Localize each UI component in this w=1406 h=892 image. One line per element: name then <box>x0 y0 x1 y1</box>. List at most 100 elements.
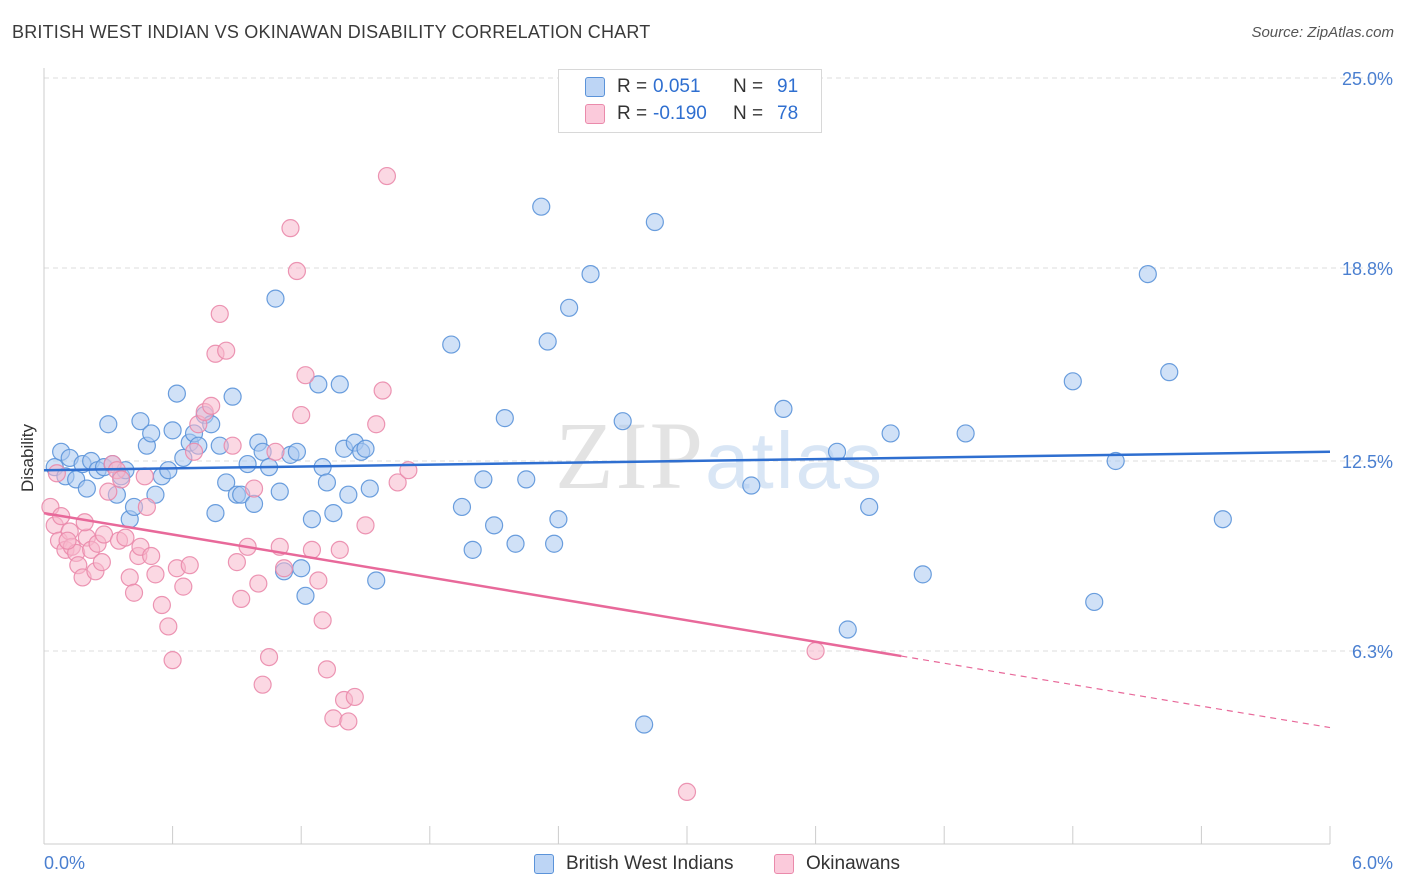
data-point-blue <box>1138 264 1157 284</box>
trend-line-pink <box>43 511 902 658</box>
data-point-pink <box>309 571 328 590</box>
data-point-blue <box>560 298 579 317</box>
data-point-blue <box>913 565 932 584</box>
data-point-pink <box>677 782 697 802</box>
trend-line-extension-pink <box>901 655 1331 729</box>
data-point-blue <box>1085 592 1104 612</box>
data-point-blue <box>827 442 847 461</box>
data-point-pink <box>112 470 131 489</box>
legend-r-value: -0.190 <box>653 103 707 124</box>
data-point-blue <box>238 454 257 474</box>
data-point-blue <box>452 497 472 517</box>
legend-n-label: N = <box>733 76 764 97</box>
data-point-blue <box>217 473 236 492</box>
data-point-blue <box>774 399 793 419</box>
data-point-pink <box>210 304 229 324</box>
bottom-legend-swatch-blue <box>534 854 554 874</box>
data-point-pink <box>806 641 825 661</box>
data-point-pink <box>217 341 236 360</box>
data-point-blue <box>545 534 564 553</box>
data-point-blue <box>292 559 311 578</box>
bottom-legend-label: British West Indians <box>566 853 734 874</box>
legend-n-label: N = <box>733 103 764 124</box>
y-tick-label: 25.0% <box>1342 69 1393 89</box>
legend-n-value: 91 <box>777 76 799 97</box>
y-tick-label: 6.3% <box>1352 642 1393 662</box>
data-point-blue <box>517 470 536 489</box>
x-tick-label: 0.0% <box>44 853 85 873</box>
data-point-blue <box>244 494 264 513</box>
data-point-blue <box>142 424 161 443</box>
legend-r-label: R = <box>617 103 648 124</box>
data-point-blue <box>442 335 461 354</box>
data-point-blue <box>645 212 664 232</box>
data-point-blue <box>838 620 857 639</box>
data-point-pink <box>159 617 178 636</box>
data-point-blue <box>287 442 307 461</box>
data-point-pink <box>152 595 171 615</box>
data-point-pink <box>47 464 66 483</box>
y-tick-label: 12.5% <box>1342 452 1393 472</box>
data-point-pink <box>317 660 337 679</box>
data-point-blue <box>296 586 315 605</box>
data-point-blue <box>77 479 96 498</box>
data-point-blue <box>99 415 118 434</box>
data-point-pink <box>223 436 242 455</box>
data-point-blue <box>474 470 493 489</box>
data-point-pink <box>142 546 161 566</box>
data-point-pink <box>137 497 156 517</box>
correlation-legend: R = 0.051 N = 91 R = -0.190 N = 78 <box>558 69 822 133</box>
data-point-blue <box>1160 363 1179 382</box>
data-point-pink <box>281 219 300 238</box>
data-point-pink <box>244 479 264 498</box>
data-point-pink <box>99 482 118 501</box>
data-point-blue <box>131 412 150 431</box>
data-point-pink <box>388 473 407 492</box>
data-point-blue <box>206 503 225 523</box>
data-point-pink <box>259 647 279 667</box>
data-point-blue <box>549 510 568 529</box>
y-tick-label: 18.8% <box>1342 259 1393 279</box>
data-point-blue <box>613 412 632 431</box>
trend-line-blue <box>43 450 1331 472</box>
data-point-blue <box>463 540 482 559</box>
data-point-pink <box>292 405 311 425</box>
data-point-blue <box>881 424 900 443</box>
data-point-blue <box>167 384 186 403</box>
bottom-legend-okinawans: Okinawans <box>774 852 900 876</box>
data-point-blue <box>270 482 289 501</box>
data-point-blue <box>742 476 761 495</box>
chart-title: BRITISH WEST INDIAN VS OKINAWAN DISABILI… <box>12 22 651 42</box>
legend-row-pink: R = -0.190 N = 78 <box>585 102 798 126</box>
legend-r-label: R = <box>617 76 648 97</box>
legend-r-value: 0.051 <box>653 76 701 97</box>
data-point-pink <box>324 709 343 728</box>
data-point-pink <box>92 553 111 572</box>
data-point-pink <box>373 381 392 400</box>
data-point-pink <box>146 565 165 584</box>
bottom-legend-swatch-pink <box>774 854 794 874</box>
data-point-blue <box>339 485 358 504</box>
data-point-pink <box>75 513 94 532</box>
data-point-pink <box>232 589 251 608</box>
data-point-blue <box>223 387 242 406</box>
data-point-blue <box>302 510 322 529</box>
data-point-pink <box>377 166 397 186</box>
data-point-blue <box>330 375 349 394</box>
data-point-blue <box>506 534 525 553</box>
bottom-legend-label: Okinawans <box>806 853 900 874</box>
bottom-legend-british-west-indians: British West Indians <box>534 852 734 876</box>
data-point-blue <box>635 715 654 734</box>
x-tick-label: 6.0% <box>1352 853 1393 873</box>
legend-swatch-pink <box>585 104 605 124</box>
data-point-pink <box>253 675 272 694</box>
data-point-blue <box>309 375 328 394</box>
data-point-blue <box>356 439 375 458</box>
data-point-blue <box>1106 451 1125 471</box>
data-point-blue <box>532 197 551 216</box>
data-point-pink <box>58 531 77 550</box>
data-point-blue <box>159 461 178 480</box>
data-point-blue <box>956 424 975 443</box>
data-point-pink <box>184 442 204 461</box>
